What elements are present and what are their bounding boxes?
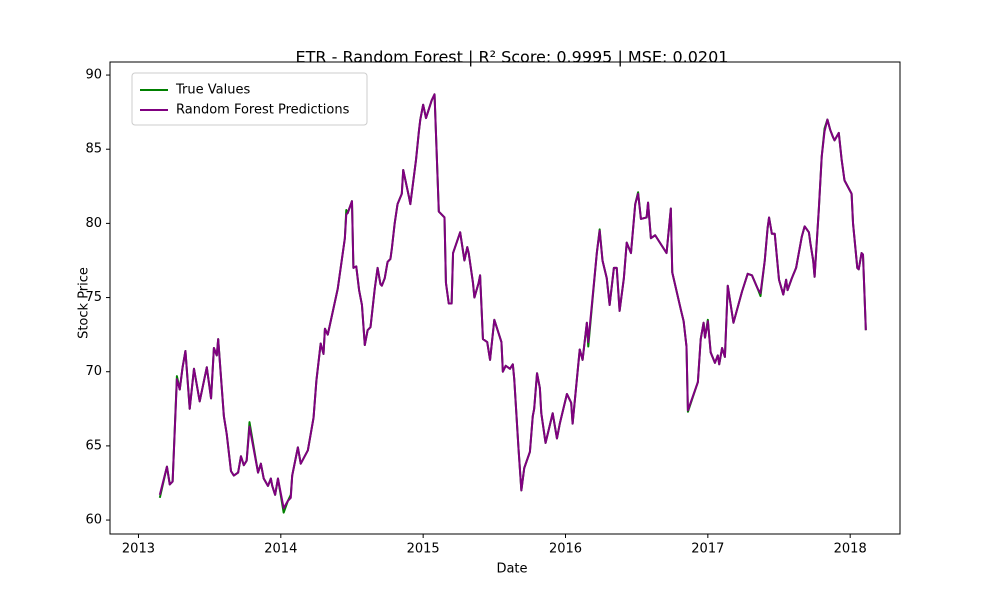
y-axis-label: Stock Price bbox=[77, 267, 92, 339]
y-tick-label: 65 bbox=[85, 438, 102, 453]
plot-frame bbox=[109, 61, 901, 535]
y-tick-label: 75 bbox=[85, 290, 102, 305]
x-tick-label: 2014 bbox=[264, 542, 297, 557]
x-tick-label: 2015 bbox=[407, 542, 440, 557]
legend-label: True Values bbox=[175, 83, 250, 98]
x-tick-label: 2013 bbox=[122, 542, 155, 557]
data-line bbox=[158, 93, 867, 510]
chart-title: ETR - Random Forest | R² Score: 0.9995 |… bbox=[296, 48, 729, 67]
x-tick-label: 2016 bbox=[549, 542, 582, 557]
x-tick-label: 2017 bbox=[691, 542, 724, 557]
x-tick-label: 2018 bbox=[834, 542, 867, 557]
y-tick-label: 90 bbox=[85, 68, 102, 83]
legend-box bbox=[131, 72, 368, 126]
x-axis-label: Date bbox=[496, 562, 527, 577]
y-tick-label: 70 bbox=[85, 364, 102, 379]
y-tick-label: 85 bbox=[85, 142, 102, 157]
legend-label: Random Forest Predictions bbox=[176, 103, 350, 118]
y-tick-label: 80 bbox=[85, 216, 102, 231]
y-tick-label: 60 bbox=[85, 513, 102, 528]
